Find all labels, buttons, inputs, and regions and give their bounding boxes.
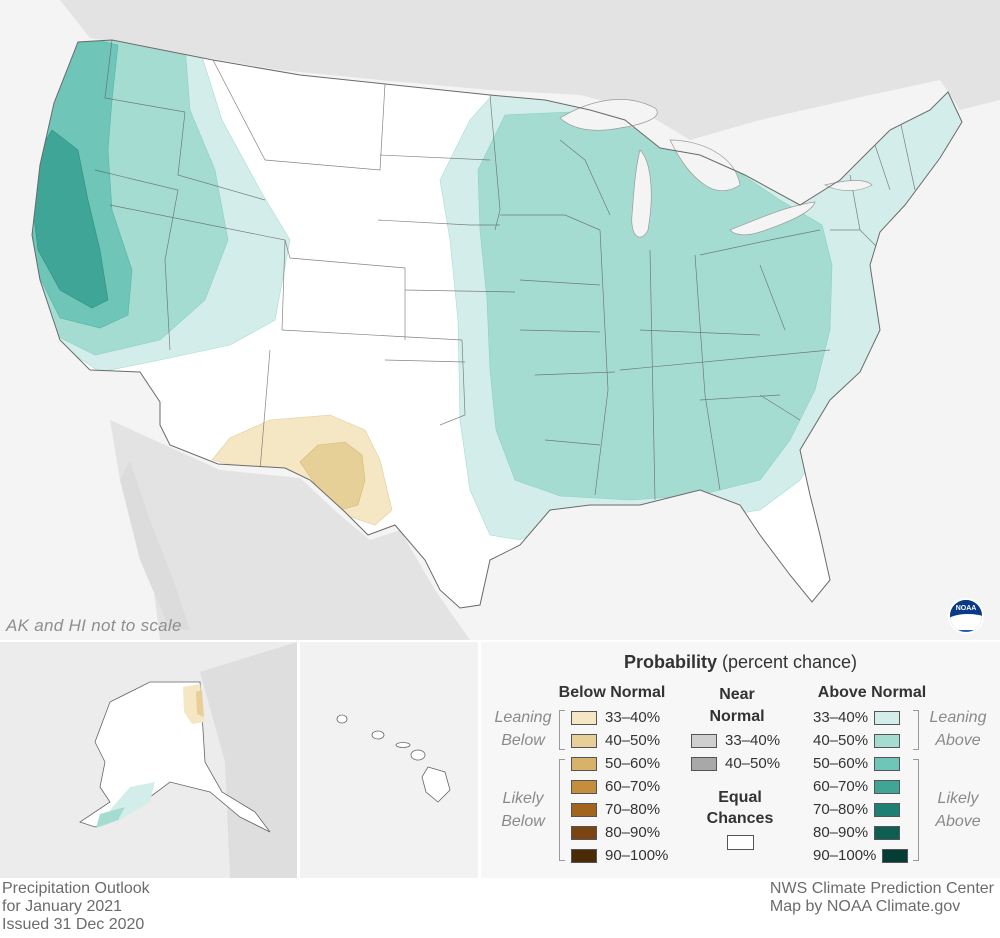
near-normal-row: 40–50% [691, 755, 780, 772]
below-normal-swatch [571, 733, 597, 748]
above-normal-label: 40–50% [813, 732, 869, 749]
below-normal-row: 60–70% [571, 778, 660, 795]
below-normal-swatch [571, 825, 597, 840]
big-island [421, 766, 451, 803]
near-normal-label: 33–40% [725, 732, 781, 749]
below-normal-label: 80–90% [605, 824, 661, 841]
below-normal-swatch [571, 756, 597, 771]
leaning-below-label: Leaning Below [494, 709, 552, 749]
state-borders [94, 40, 916, 501]
maui-island [410, 749, 426, 761]
below-normal-label: 70–80% [605, 801, 661, 818]
above-normal-swatch [874, 802, 901, 817]
equal-chances-swatch [727, 835, 754, 850]
mexico-land [110, 420, 470, 640]
above-normal-row: 33–40% [813, 709, 901, 726]
bracket-likely-below [559, 759, 565, 861]
above-normal-swatch [874, 756, 901, 771]
above-normal-label: 50–60% [813, 755, 869, 772]
legend-title: Probability (percent chance) [623, 652, 858, 672]
below-normal-row: 33–40% [571, 709, 660, 726]
bracket-leaning-below [559, 710, 565, 750]
footer-left: Precipitation Outlook for January 2021 I… [2, 880, 150, 934]
below-normal-swatch [571, 710, 597, 725]
below-normal-row: 50–60% [571, 755, 660, 772]
conus-map [0, 0, 1000, 640]
above-normal-label: 60–70% [813, 778, 869, 795]
below-normal-row: 70–80% [571, 801, 660, 818]
footer-right: NWS Climate Prediction Center Map by NOA… [770, 880, 994, 916]
above-normal-swatch [874, 733, 901, 748]
above-normal-row: 90–100% [813, 847, 909, 864]
canada-land [60, 0, 1000, 140]
scale-note: AK and HI not to scale [6, 616, 182, 635]
us-outline [31, 39, 963, 609]
hawaii-inset [300, 642, 478, 878]
above-normal-row: 70–80% [813, 801, 901, 818]
below-normal-header: Below Normal [558, 684, 666, 701]
footer-issued: Issued 31 Dec 2020 [2, 916, 145, 933]
near-normal-swatch [691, 733, 717, 748]
alaska-inset [0, 642, 297, 878]
below-normal-swatch [571, 802, 597, 817]
above-normal-row: 60–70% [813, 778, 901, 795]
footer-credit-map: Map by NOAA Climate.gov [769, 898, 961, 915]
below-normal-swatch [571, 779, 597, 794]
above-normal-row: 50–60% [813, 755, 901, 772]
above-normal-row: 80–90% [813, 824, 901, 841]
footer-credit-cpc: NWS Climate Prediction Center [769, 880, 994, 897]
above-normal-swatch [874, 710, 901, 725]
above-normal-label: 90–100% [813, 847, 877, 864]
bracket-likely-above [913, 759, 919, 861]
near-normal-row: 33–40% [691, 732, 780, 749]
near-normal-header: Near Normal [709, 686, 765, 725]
baja-land [120, 460, 190, 630]
above-normal-swatch [882, 848, 909, 863]
equal-chances-label: Equal Chances [706, 789, 774, 827]
noaa-logo: NOAA [948, 598, 984, 634]
below-normal-row: 80–90% [571, 824, 660, 841]
leaning-above-label: Leaning Above [929, 709, 987, 749]
likely-below-label: Likely Below [501, 790, 545, 830]
below-normal-label: 50–60% [605, 755, 661, 772]
oahu-island [371, 730, 385, 740]
legend-panel: Probability (percent chance) Below Norma… [481, 642, 1000, 878]
above-40-50-east [477, 111, 833, 501]
alaska-below-40-50 [196, 690, 204, 717]
above-normal-row: 40–50% [813, 732, 901, 749]
canada-yukon-land [200, 642, 297, 878]
above-normal-label: 70–80% [813, 801, 869, 818]
molokai-island [395, 742, 411, 748]
footer-period: for January 2021 [2, 898, 123, 915]
below-normal-label: 40–50% [605, 732, 661, 749]
above-normal-label: 33–40% [813, 709, 869, 726]
below-normal-row: 90–100% [571, 847, 668, 864]
footer-title: Precipitation Outlook [2, 880, 150, 897]
near-normal-swatch [691, 756, 717, 771]
below-normal-label: 60–70% [605, 778, 661, 795]
kauai-island [336, 714, 348, 724]
below-normal-label: 33–40% [605, 709, 661, 726]
likely-above-label: Likely Above [935, 790, 981, 830]
near-normal-label: 40–50% [725, 755, 781, 772]
above-normal-swatch [874, 779, 901, 794]
below-normal-row: 40–50% [571, 732, 660, 749]
above-normal-swatch [874, 825, 901, 840]
bracket-leaning-above [913, 710, 919, 750]
above-normal-label: 80–90% [813, 824, 869, 841]
above-normal-header: Above Normal [817, 684, 927, 701]
below-normal-swatch [571, 848, 597, 863]
below-normal-label: 90–100% [605, 847, 669, 864]
alaska-above-40-50 [96, 807, 125, 828]
